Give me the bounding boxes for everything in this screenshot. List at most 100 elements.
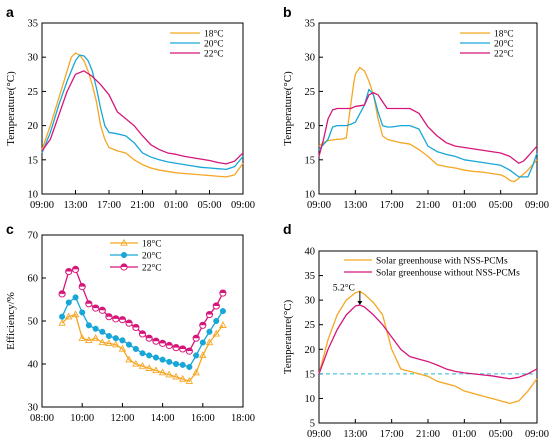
legend-item: 18°C: [170, 28, 224, 39]
data-point: [105, 333, 112, 340]
chart-panel-a: a09:00 13:00 17:00 21:00 01:00 05:00 09:001015…: [5, 4, 255, 211]
panel-label: d: [283, 221, 292, 237]
y-tick-label: 20: [305, 121, 316, 132]
legend-label: Solar greenhouse with NSS-PCMs: [376, 256, 508, 266]
series-line-1: [318, 66, 538, 183]
y-tick-label: 25: [305, 320, 316, 331]
x-tick-label: 13:00: [343, 200, 367, 211]
data-point: [98, 306, 106, 314]
data-point: [92, 304, 100, 312]
data-point: [91, 334, 100, 341]
y-tick-label: 70: [28, 231, 39, 242]
panel-label: b: [283, 4, 292, 20]
legend-item: 18°C: [460, 28, 514, 39]
series-line-1: [318, 290, 538, 404]
data-point: [212, 302, 220, 310]
data-point: [65, 267, 73, 276]
y-tick-label: 35: [305, 19, 316, 30]
legend-item: 20°C: [460, 38, 514, 49]
x-tick-label: 16:00: [191, 413, 215, 424]
data-point: [112, 335, 119, 342]
x-tick-label: 18:00: [231, 413, 255, 424]
legend-item: 20°C: [170, 38, 224, 49]
legend-label: 22°C: [142, 262, 162, 273]
data-point: [119, 337, 126, 344]
y-tick-label: 40: [305, 247, 316, 258]
y-tick-label: 25: [28, 87, 39, 98]
x-tick-label: 09:00: [525, 429, 549, 437]
series-line-3: [318, 92, 538, 164]
data-point: [172, 372, 180, 380]
y-axis-label: Temperature(°C): [5, 71, 17, 146]
data-point: [58, 319, 66, 326]
x-tick-label: 08:00: [30, 413, 54, 424]
data-point: [112, 340, 120, 348]
y-tick-label: 20: [28, 121, 39, 132]
x-tick-label: 21:00: [416, 429, 440, 437]
data-point: [98, 338, 107, 346]
legend-label: 20°C: [142, 250, 162, 261]
x-tick-label: 09:00: [30, 200, 54, 211]
data-point: [118, 344, 127, 352]
legend-label: 20°C: [204, 38, 224, 49]
y-tick-label: 30: [305, 296, 316, 307]
data-point: [138, 362, 147, 369]
x-tick-label: 17:00: [97, 200, 121, 211]
x-tick-label: 13:00: [64, 200, 88, 211]
y-axis-label: Temperature(°C): [282, 71, 294, 146]
x-tick-label: 01:00: [164, 200, 188, 211]
data-point: [159, 339, 167, 347]
x-tick-label: 09:00: [231, 200, 255, 211]
data-point: [58, 290, 66, 298]
data-point: [145, 334, 153, 342]
data-point: [79, 309, 86, 316]
data-point: [118, 316, 127, 324]
y-tick-label: 20: [305, 345, 316, 356]
data-point: [199, 339, 206, 346]
data-point: [219, 289, 227, 297]
x-tick-label: 01:00: [452, 429, 476, 437]
data-point: [205, 310, 214, 319]
x-tick-label: 12:00: [110, 413, 134, 424]
y-axis-label: Temperature(°C): [282, 299, 294, 374]
x-tick-label: 14:00: [151, 413, 175, 424]
data-point: [178, 374, 187, 382]
data-point: [219, 321, 227, 328]
x-tick-label: 21:00: [131, 200, 155, 211]
legend-label: 22°C: [494, 48, 514, 59]
legend-item: 22°C: [110, 262, 162, 273]
x-tick-label: 09:00: [307, 200, 331, 211]
data-point: [192, 368, 200, 376]
data-point: [165, 370, 173, 378]
data-point: [192, 334, 200, 342]
data-point: [92, 325, 99, 332]
legend-marker: [120, 263, 128, 271]
data-point: [71, 310, 80, 318]
x-tick-label: 17:00: [380, 429, 404, 437]
data-point: [85, 322, 92, 329]
data-point: [172, 344, 180, 352]
data-point: [125, 355, 133, 363]
data-point: [212, 329, 221, 337]
data-point: [65, 299, 72, 306]
series-line-1: [41, 52, 244, 178]
data-point: [138, 330, 147, 338]
data-point: [193, 352, 200, 359]
data-point: [78, 334, 86, 341]
data-point: [152, 366, 160, 374]
data-point: [72, 294, 79, 301]
data-point: [219, 308, 226, 315]
legend-label: 18°C: [142, 238, 162, 249]
data-point: [85, 300, 93, 308]
x-tick-label: 17:00: [380, 200, 404, 211]
data-point: [132, 323, 140, 332]
y-tick-label: 5: [310, 419, 315, 430]
panel-label: c: [6, 221, 14, 237]
data-point: [158, 368, 167, 376]
annotation-label: 5.2°C: [333, 282, 355, 293]
data-point: [78, 283, 86, 291]
x-tick-label: 13:00: [343, 429, 367, 437]
data-point: [132, 359, 140, 367]
data-point: [179, 361, 186, 368]
